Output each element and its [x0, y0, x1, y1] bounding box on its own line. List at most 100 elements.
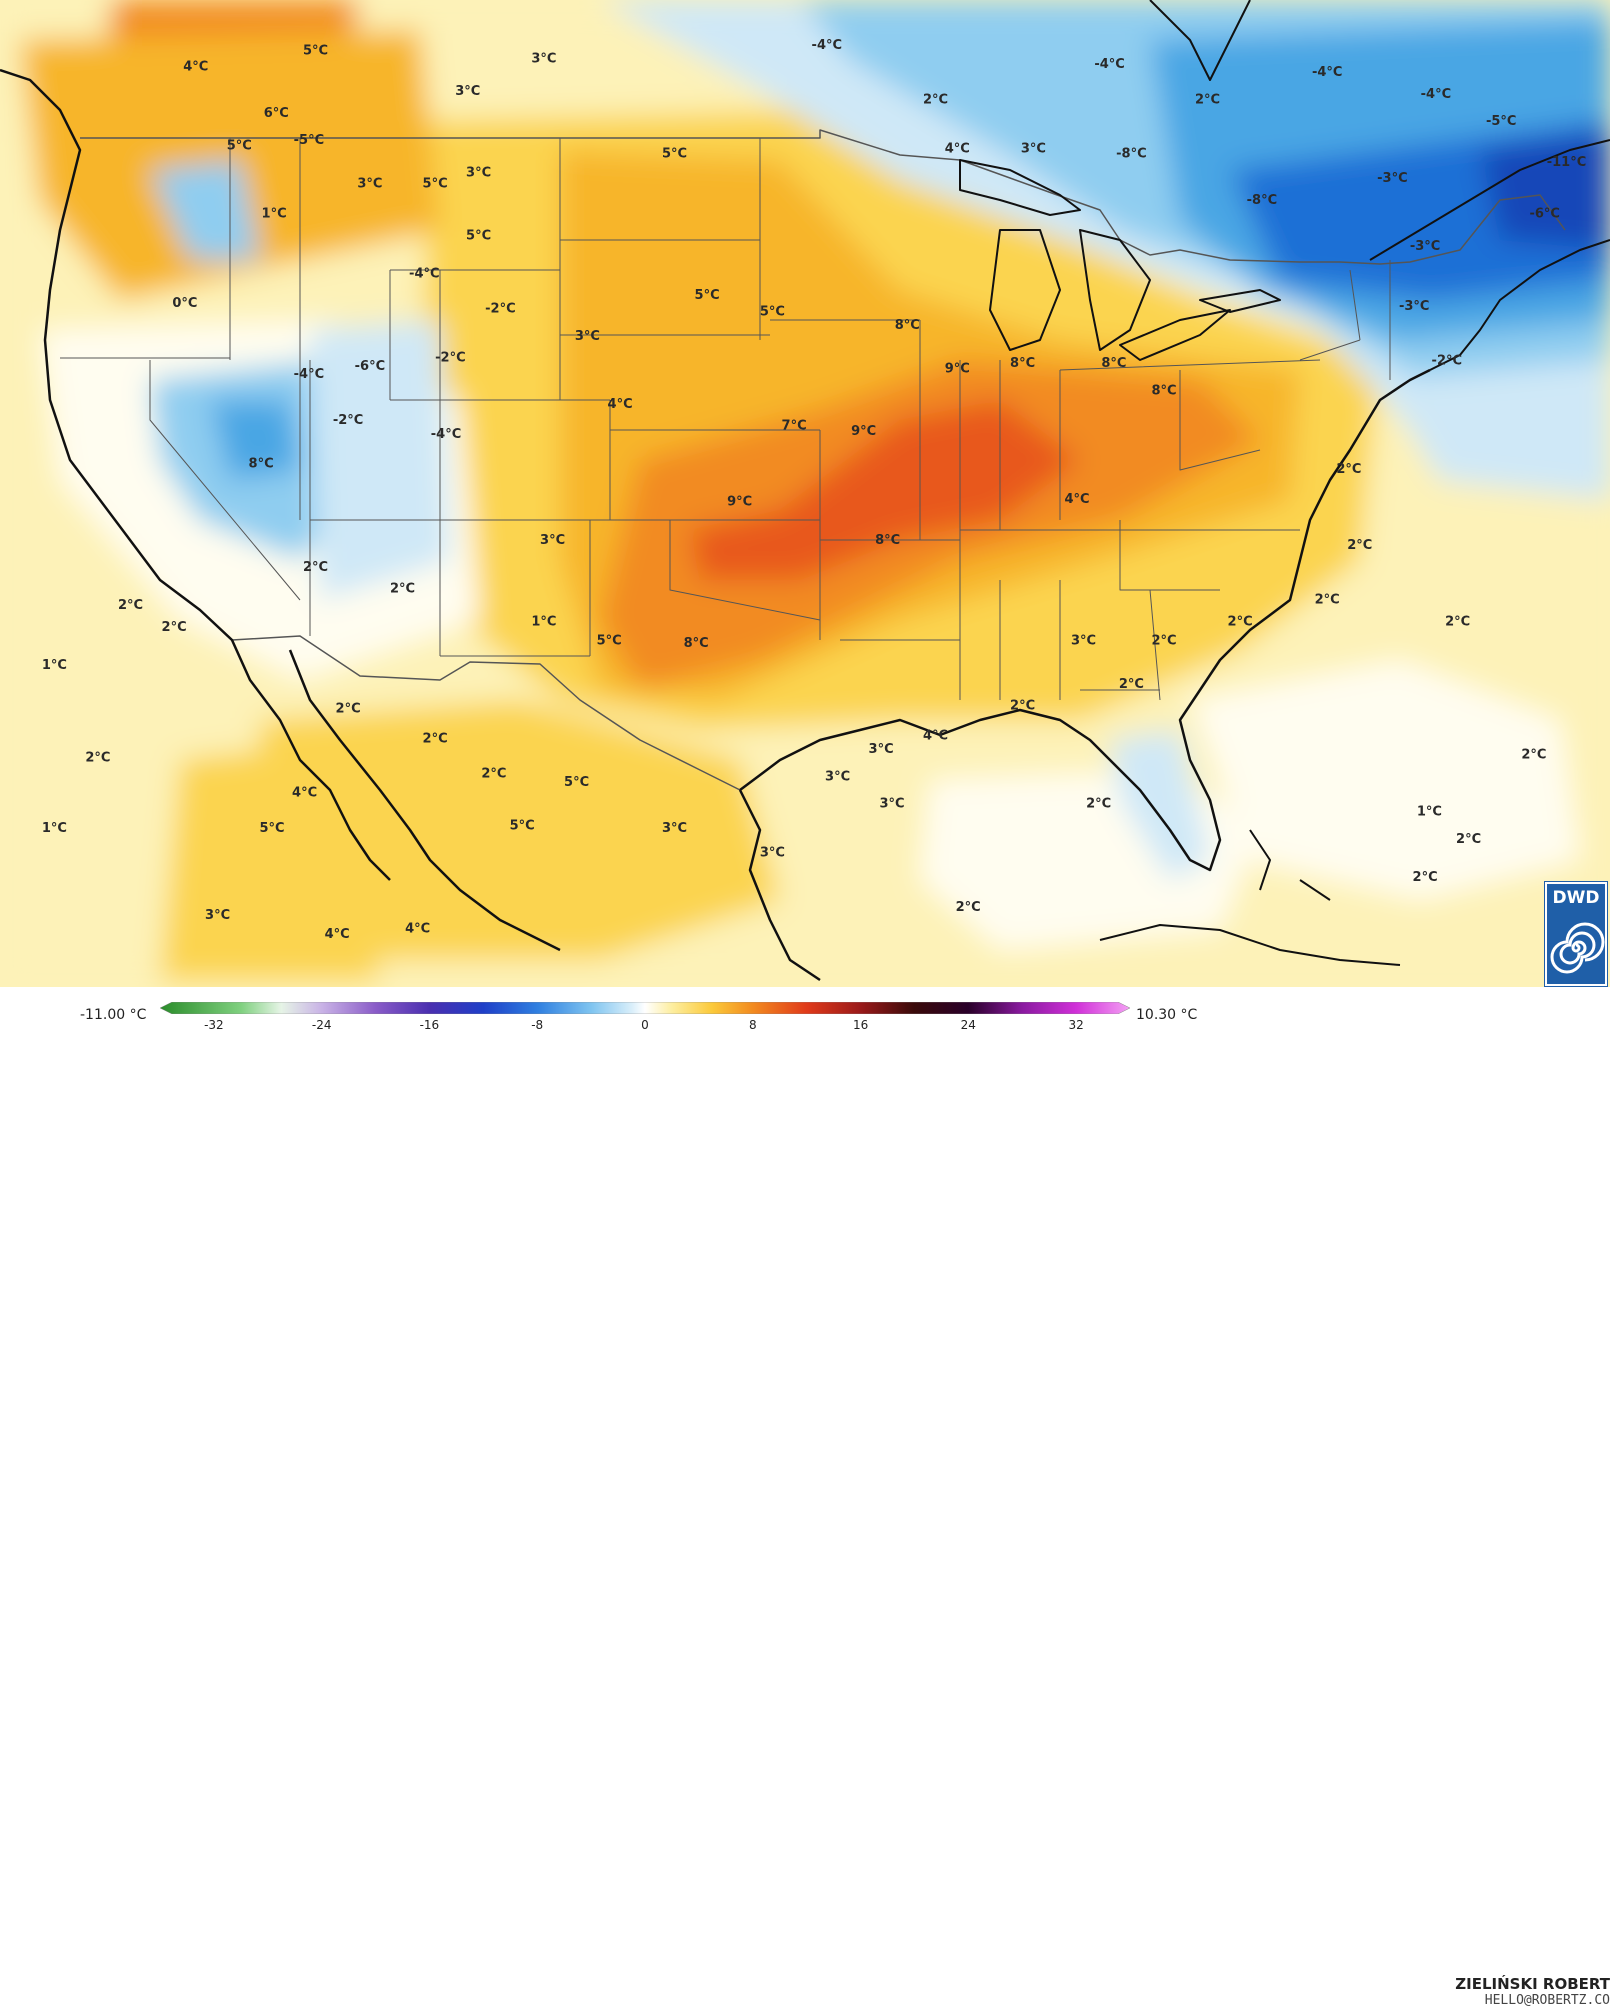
- idaho-blue: [150, 160, 260, 260]
- coastline-caribbean: [1099, 829, 1401, 966]
- temp-label: 2°C: [1347, 538, 1372, 553]
- coastline-northeast: [1149, 0, 1610, 371]
- temp-label: 0°C: [172, 296, 197, 311]
- temp-label: 1°C: [531, 614, 556, 629]
- temp-label: 8°C: [895, 318, 920, 333]
- temp-label: -3°C: [1410, 239, 1440, 254]
- temp-label: -5°C: [1486, 114, 1516, 129]
- us-mexico-border: [231, 635, 741, 791]
- temp-label: 1°C: [1417, 805, 1442, 820]
- temp-label: 4°C: [325, 927, 350, 942]
- coastline-west: [0, 68, 561, 952]
- credit: ZIELIŃSKI ROBERT HELLO@ROBERTZ.CO: [1455, 1975, 1610, 2008]
- temp-label: 2°C: [85, 750, 110, 765]
- temp-label: 2°C: [956, 900, 981, 915]
- political-borders: [0, 0, 1610, 982]
- temp-label: 5°C: [695, 288, 720, 303]
- temp-label: 2°C: [1521, 748, 1546, 763]
- core-red-orange: [690, 400, 1080, 580]
- dwd-logo-text: DWD: [1552, 888, 1600, 908]
- temp-label: 5°C: [259, 821, 284, 836]
- temp-label: 3°C: [1021, 141, 1046, 156]
- temp-label: 2°C: [923, 92, 948, 107]
- temp-label: 2°C: [336, 701, 361, 716]
- spiral-icon: [1550, 922, 1605, 974]
- temp-label: -2°C: [333, 413, 363, 428]
- great-lakes: [959, 159, 1281, 361]
- temp-label: 9°C: [945, 362, 970, 377]
- temp-label: 2°C: [1445, 614, 1470, 629]
- legend-tick: -8: [531, 1018, 544, 1032]
- temp-label: -2°C: [435, 351, 465, 366]
- legend-tick: -24: [311, 1018, 332, 1032]
- temp-label: 6°C: [264, 106, 289, 121]
- temperature-map: 5°C 4°C 3°C -4°C -4°C -4°C 3°C 2°C 2°C -4°C -5°C 6°…: [0, 0, 1610, 987]
- temp-label: -4°C: [294, 367, 324, 382]
- legend-tick: 32: [1068, 1018, 1084, 1032]
- temp-label: 5°C: [597, 633, 622, 648]
- dwd-logo: DWD: [1545, 882, 1607, 986]
- temp-label: -8°C: [1116, 147, 1146, 162]
- colorado-blue: [310, 320, 450, 600]
- temp-label: 5°C: [510, 818, 535, 833]
- temp-label: 5°C: [760, 304, 785, 319]
- temperature-labels: 5°C 4°C 3°C -4°C -4°C -4°C 3°C 2°C 2°C -4°C -5°C 6°…: [42, 38, 1586, 942]
- temp-label: 3°C: [575, 329, 600, 344]
- temp-label: 1°C: [262, 207, 287, 222]
- temp-label: -11°C: [1547, 155, 1587, 170]
- temp-label: 2°C: [1315, 593, 1340, 608]
- temp-label: 3°C: [466, 166, 491, 181]
- temperature-field: [0, 0, 1610, 987]
- basin-core-blue: [210, 400, 300, 480]
- temp-label: 2°C: [1456, 832, 1481, 847]
- coastline-gulf: [738, 368, 1431, 982]
- temp-label: 3°C: [879, 797, 904, 812]
- temp-label: 5°C: [303, 43, 328, 58]
- temp-label: 4°C: [923, 729, 948, 744]
- temp-label: 5°C: [227, 139, 252, 154]
- temp-label: -4°C: [1421, 87, 1451, 102]
- atlantic-pale-patch: [1190, 660, 1580, 900]
- temp-label: 2°C: [1151, 633, 1176, 648]
- temp-label: -6°C: [355, 359, 385, 374]
- temp-label: 2°C: [1119, 677, 1144, 692]
- legend-min-label: -11.00 °C: [80, 1007, 147, 1023]
- temp-label: 4°C: [608, 397, 633, 412]
- temp-label: 2°C: [1228, 614, 1253, 629]
- pacific-warm: [160, 740, 380, 980]
- temp-label: 2°C: [423, 731, 448, 746]
- temp-label: 8°C: [1010, 356, 1035, 371]
- temp-label: 4°C: [1064, 492, 1089, 507]
- temp-label: 8°C: [875, 533, 900, 548]
- legend-tick: 24: [960, 1018, 976, 1032]
- temp-label: 3°C: [869, 742, 894, 757]
- temp-label: 4°C: [183, 60, 208, 75]
- temp-label: -4°C: [1312, 65, 1342, 80]
- state-lines-central: [559, 138, 961, 700]
- temp-label: -8°C: [1247, 193, 1277, 208]
- temp-label: -4°C: [409, 266, 439, 281]
- atlantic-blue: [1380, 360, 1610, 500]
- state-lines-west: [60, 138, 610, 657]
- temp-label: -3°C: [1377, 171, 1407, 186]
- map-canvas: 5°C 4°C 3°C -4°C -4°C -4°C 3°C 2°C 2°C -4°C -5°C 6°…: [0, 0, 1610, 987]
- temp-label: 2°C: [1195, 92, 1220, 107]
- temp-label: -2°C: [485, 302, 515, 317]
- temp-label: 2°C: [118, 598, 143, 613]
- temp-label: 5°C: [662, 147, 687, 162]
- temp-label: -6°C: [1529, 207, 1559, 222]
- credit-email: HELLO@ROBERTZ.CO: [1484, 1993, 1610, 2008]
- temp-label: 3°C: [760, 846, 785, 861]
- legend-tick: -16: [419, 1018, 440, 1032]
- temp-label: -4°C: [431, 427, 461, 442]
- temp-label: 3°C: [205, 908, 230, 923]
- mexico-warm: [260, 700, 780, 960]
- temp-label: 8°C: [1151, 383, 1176, 398]
- legend-tick: 0: [641, 1018, 649, 1032]
- temp-label: 1°C: [42, 658, 67, 673]
- quebec-navy: [1480, 130, 1610, 250]
- legend-color-bar: [160, 1002, 1130, 1014]
- temp-label: 3°C: [1071, 633, 1096, 648]
- temp-label: 2°C: [1336, 462, 1361, 477]
- temp-label: 5°C: [564, 775, 589, 790]
